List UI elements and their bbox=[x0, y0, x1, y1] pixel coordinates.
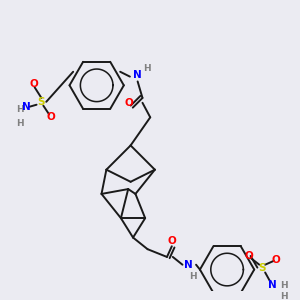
Text: H: H bbox=[280, 280, 287, 290]
Text: O: O bbox=[244, 251, 253, 261]
Text: H: H bbox=[16, 118, 24, 127]
Text: N: N bbox=[133, 70, 142, 80]
Text: N: N bbox=[22, 102, 31, 112]
Text: S: S bbox=[259, 262, 266, 273]
Text: O: O bbox=[272, 255, 280, 265]
Text: O: O bbox=[124, 98, 133, 108]
Text: H: H bbox=[143, 64, 151, 73]
Text: S: S bbox=[38, 97, 45, 107]
Text: N: N bbox=[268, 280, 276, 290]
Text: O: O bbox=[167, 236, 176, 246]
Text: H: H bbox=[16, 105, 24, 114]
Text: O: O bbox=[29, 80, 38, 89]
Text: N: N bbox=[184, 260, 193, 270]
Text: H: H bbox=[280, 292, 287, 300]
Text: H: H bbox=[189, 272, 197, 281]
Text: O: O bbox=[47, 112, 56, 122]
